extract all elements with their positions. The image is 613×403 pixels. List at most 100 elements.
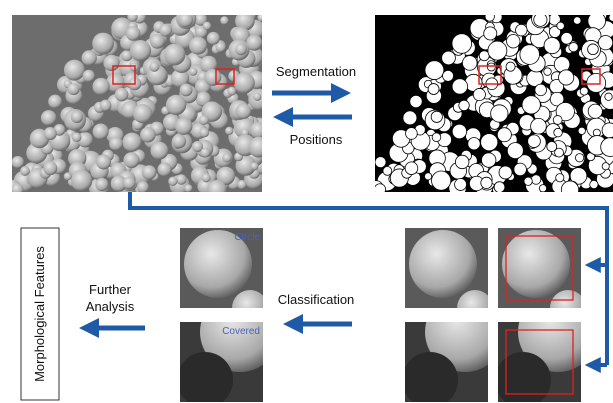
sphere bbox=[82, 69, 95, 83]
blob bbox=[560, 180, 580, 192]
blob bbox=[587, 15, 606, 31]
sphere bbox=[179, 83, 193, 97]
sphere bbox=[121, 50, 133, 62]
sphere bbox=[95, 177, 109, 192]
blob bbox=[523, 176, 533, 186]
blob bbox=[467, 137, 481, 151]
highlight-box bbox=[215, 68, 235, 85]
blob bbox=[543, 67, 552, 76]
blob bbox=[553, 127, 563, 138]
class-label: Circle bbox=[234, 232, 260, 243]
blob bbox=[586, 73, 607, 93]
blob bbox=[573, 16, 582, 25]
binary-blobs bbox=[375, 15, 613, 192]
blob bbox=[530, 174, 542, 185]
arrow-label: Classification bbox=[278, 292, 355, 307]
sphere bbox=[109, 136, 123, 151]
sphere bbox=[122, 132, 142, 152]
sphere bbox=[233, 72, 255, 94]
sphere bbox=[149, 33, 165, 49]
sphere bbox=[232, 290, 263, 308]
sphere bbox=[498, 352, 551, 402]
sphere bbox=[163, 43, 186, 66]
sphere bbox=[225, 126, 234, 135]
blob bbox=[534, 83, 547, 97]
sphere bbox=[63, 172, 72, 181]
sphere bbox=[92, 77, 110, 96]
blob bbox=[472, 88, 486, 102]
sphere bbox=[99, 99, 112, 112]
sphere bbox=[457, 290, 488, 308]
arrow-label: Positions bbox=[290, 132, 343, 147]
blob bbox=[587, 103, 603, 119]
blob bbox=[597, 35, 613, 51]
sphere bbox=[253, 92, 262, 101]
sphere bbox=[106, 73, 126, 93]
sphere bbox=[165, 94, 187, 116]
sphere bbox=[189, 67, 198, 76]
tile-content bbox=[184, 230, 263, 308]
blob bbox=[538, 184, 547, 192]
sphere bbox=[200, 147, 211, 158]
sphere bbox=[235, 103, 252, 120]
blob bbox=[451, 78, 468, 95]
sphere bbox=[77, 131, 93, 148]
sphere bbox=[114, 87, 129, 102]
blob bbox=[458, 99, 470, 112]
blob bbox=[424, 172, 433, 181]
tile-content bbox=[409, 230, 488, 308]
sphere bbox=[405, 352, 458, 402]
sphere bbox=[192, 140, 204, 153]
sphere bbox=[127, 15, 138, 22]
sphere bbox=[216, 166, 236, 186]
highlight-box bbox=[478, 65, 502, 85]
sphere bbox=[175, 174, 187, 185]
blob bbox=[505, 61, 516, 72]
sphere bbox=[130, 40, 152, 62]
sphere bbox=[257, 15, 262, 22]
sphere bbox=[48, 94, 62, 109]
blob bbox=[481, 152, 497, 168]
sphere bbox=[248, 136, 262, 158]
blob bbox=[521, 95, 541, 115]
blob bbox=[506, 34, 521, 49]
blob bbox=[455, 154, 470, 170]
highlight-box bbox=[581, 68, 601, 85]
blob bbox=[575, 153, 585, 163]
tiles: Circle Covered bbox=[180, 228, 581, 402]
blob bbox=[402, 110, 418, 126]
blob bbox=[496, 127, 512, 143]
blob bbox=[486, 62, 496, 72]
blob bbox=[608, 15, 613, 22]
sphere bbox=[202, 21, 212, 31]
sphere bbox=[170, 69, 190, 88]
blob bbox=[430, 110, 443, 123]
sphere bbox=[67, 82, 80, 96]
blob bbox=[554, 147, 564, 158]
blob bbox=[441, 50, 456, 66]
blob bbox=[546, 141, 558, 152]
sphere bbox=[159, 23, 173, 37]
blob bbox=[556, 21, 565, 31]
blob bbox=[493, 181, 506, 192]
blob bbox=[549, 91, 565, 107]
blob bbox=[555, 102, 575, 122]
blob bbox=[431, 132, 442, 142]
sphere bbox=[12, 183, 24, 192]
connector bbox=[128, 192, 609, 365]
sphere bbox=[199, 55, 218, 74]
blob bbox=[604, 92, 613, 101]
class-label: Covered bbox=[222, 326, 260, 337]
blob bbox=[560, 32, 573, 45]
sphere bbox=[123, 152, 140, 169]
blob bbox=[555, 173, 565, 183]
blob bbox=[601, 122, 613, 139]
highlight-box bbox=[505, 329, 574, 395]
sphere bbox=[132, 103, 153, 124]
blob bbox=[552, 115, 563, 125]
sphere bbox=[237, 179, 247, 190]
sem-spheres bbox=[12, 15, 262, 192]
tile-content bbox=[405, 322, 488, 402]
sphere bbox=[233, 117, 256, 139]
